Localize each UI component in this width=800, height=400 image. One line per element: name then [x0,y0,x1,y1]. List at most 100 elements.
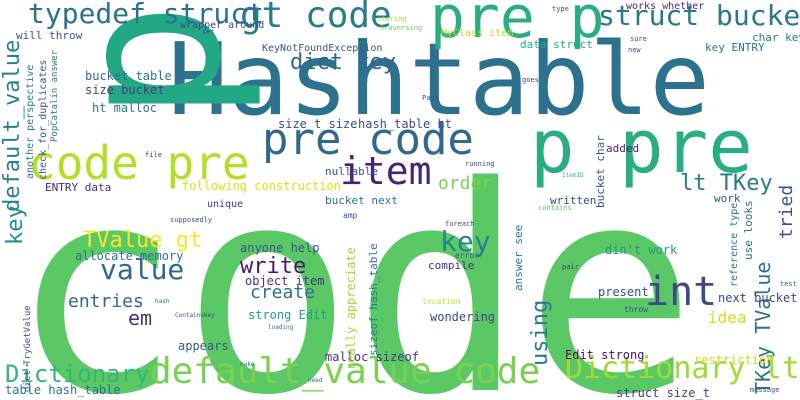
cloud-word: compile [428,259,475,272]
cloud-word: restriction [694,353,774,367]
cloud-word: use looks [742,200,755,260]
cloud-word: em [128,306,153,330]
cloud-word: reference type [729,202,740,287]
cloud-word: added [606,142,640,155]
cloud-word: value [100,253,185,286]
cloud-word: tried [776,184,797,239]
cloud-word: allocate memory [75,249,184,263]
cloud-word: answer see [512,224,525,291]
cloud-word: bucket next [325,194,398,207]
cloud-word: running [465,160,495,168]
cloud-word: size bucket [85,83,165,97]
cloud-word: order [438,173,493,194]
cloud-word: hash_table ht [358,117,452,131]
cloud-word: Dictionary lt [565,351,800,386]
cloud-word: TKey TValue [751,261,775,394]
cloud-word: new [628,46,641,54]
cloud-word: file [145,151,162,159]
cloud-word: KeyNotFoundException [262,43,383,54]
cloud-word: location [422,297,461,306]
cloud-word: message [750,386,780,394]
cloud-word: pair [562,263,579,271]
cloud-word: malloc sizeof [325,350,419,364]
cloud-word: pre code [262,114,474,165]
cloud-word: hash [155,298,170,305]
cloud-word: write [240,254,307,279]
cloud-word: ItemID [562,172,584,179]
cloud-word: item [340,149,432,193]
cloud-word: anyone help [240,241,320,255]
cloud-word: create [250,282,316,303]
cloud-word: int [645,269,718,315]
cloud-word: error [455,251,480,260]
cloud-word: ContainsKey [175,312,215,319]
cloud-word: code [10,126,697,400]
cloud-word: table hash_table [5,383,121,397]
cloud-word: dict key [290,50,396,75]
cloud-word: storing [377,15,407,23]
cloud-word: wrapper around [180,20,265,31]
cloud-word: TValue gt [83,228,203,253]
cloud-word: will throw [16,29,83,42]
cloud-word: need [308,377,323,384]
cloud-word: object item [245,274,325,288]
cloud-word: appears [178,339,229,353]
cloud-word: struct size_t [616,386,710,400]
cloud-word: data struct [520,38,593,51]
cloud-word: following construction [182,179,341,193]
cloud-word: key [440,225,491,258]
cloud-word: type [552,5,569,13]
cloud-word: test [780,280,797,288]
cloud-word: make [240,361,255,368]
cloud-word: idea [708,308,747,327]
cloud-word: foreach [445,220,475,228]
cloud-word: written [550,194,597,207]
cloud-word: Path [422,94,439,102]
cloud-word: using [528,299,553,366]
cloud-word: key [3,205,28,245]
cloud-word: p pre [530,104,753,190]
cloud-word: present [598,285,649,299]
cloud-word: bucket table [85,69,172,83]
cloud-word: bucket char [594,135,607,208]
cloud-word: Hashtable [168,21,710,138]
cloud-word: pre p [430,0,605,51]
cloud-word: Edit strong [565,348,645,362]
cloud-word: size_t size [278,117,358,131]
cloud-word: loading [268,324,294,331]
cloud-word: sure [630,35,647,43]
cloud-word: check_for_duplicates [38,59,49,180]
cloud-word: another perspective [25,64,36,179]
cloud-word: set [202,28,215,36]
cloud-word: nullable [325,165,378,178]
cloud-word: PopCatalin answer [50,49,60,142]
cloud-word: sizeof hash_table [367,243,380,356]
cloud-word: works whether [626,1,705,12]
cloud-word: supposedly [170,216,213,224]
cloud-word: default_value [0,39,25,212]
cloud-word: ht malloc [92,101,158,115]
cloud-word: lt TKey [680,171,773,196]
cloud-word: Dictionary [5,360,150,388]
cloud-word: char key [752,31,800,44]
cloud-word: gt code [240,0,392,36]
cloud-word: really appreciate [344,247,358,370]
cloud-word: wondering [430,310,496,324]
cloud-word: strong Edit [248,308,328,322]
cloud-word: throw [624,305,649,314]
cloud-word: amp [343,211,358,220]
cloud-word: entries [68,291,144,312]
cloud-word: typedef struct [28,0,265,30]
cloud-word: code pre [28,136,250,190]
cloud-word: contains [538,204,572,212]
cloud-word: default_value code [150,351,541,392]
cloud-word: MyClass item [441,28,514,39]
cloud-word: din't work [605,243,678,257]
cloud-word: work [714,192,741,205]
cloud-word: struct bucket [598,0,800,32]
cloud-word: unique [207,199,244,210]
cloud-word: ENTRY data [45,181,112,194]
cloud-word: goes [522,76,539,84]
cloud-word: key ENTRY [705,41,765,54]
